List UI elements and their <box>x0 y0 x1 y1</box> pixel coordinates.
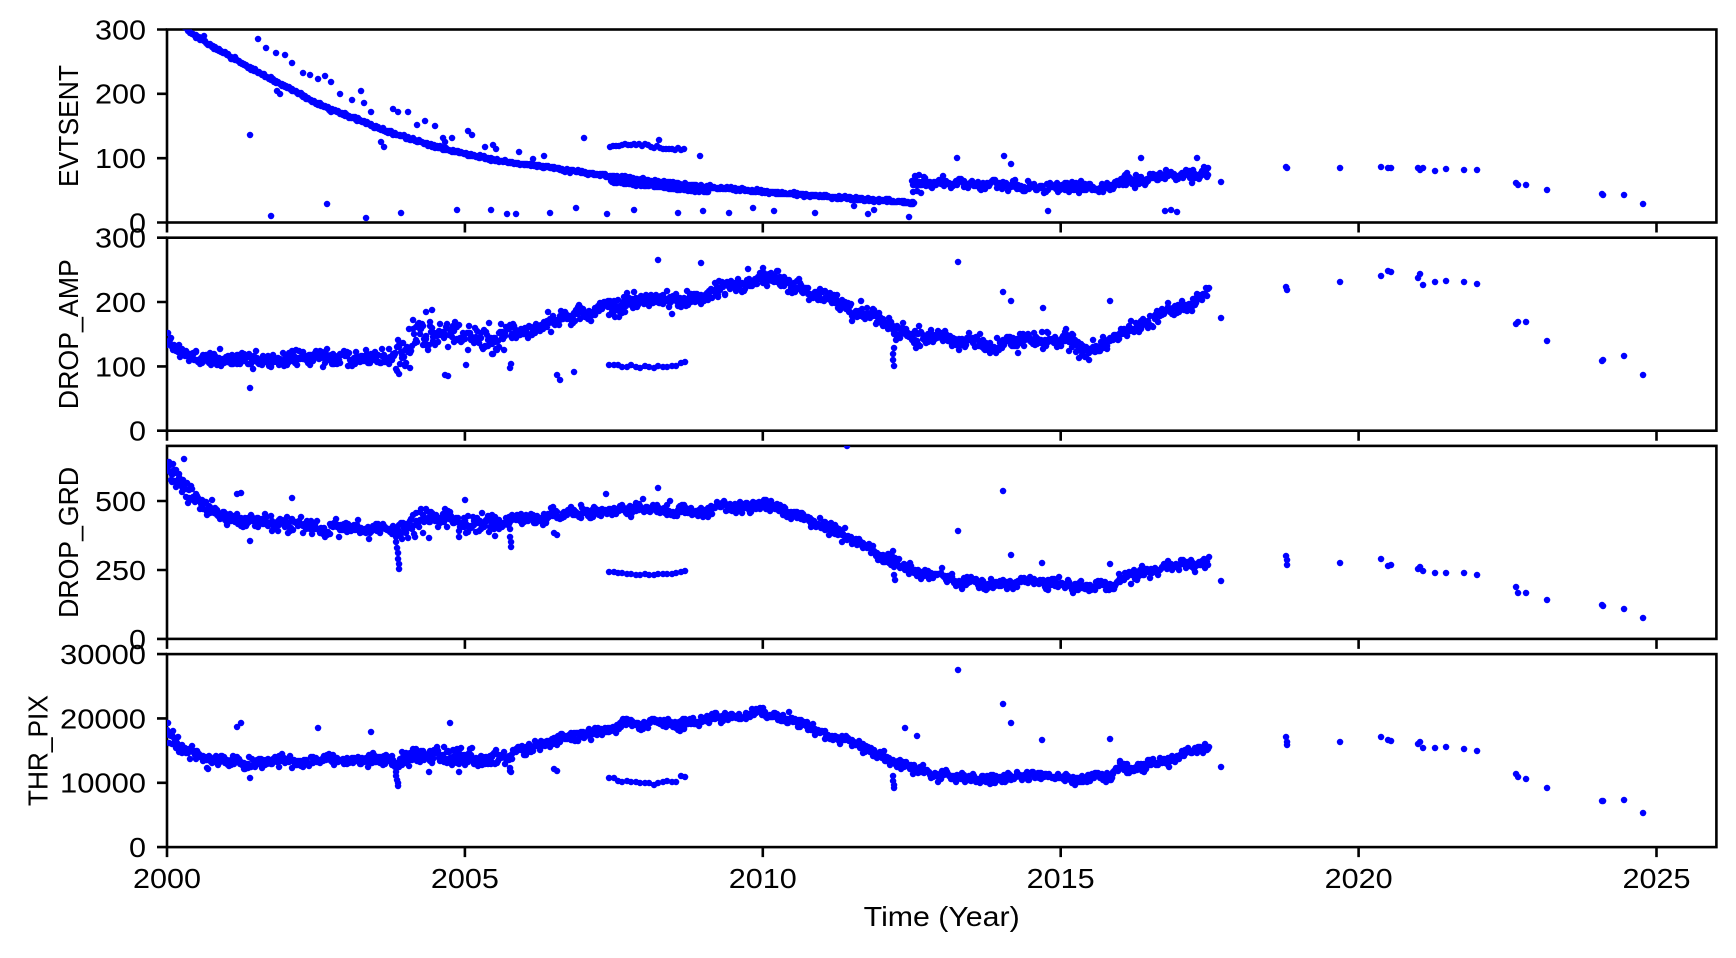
svg-text:30000: 30000 <box>60 638 146 670</box>
svg-text:100: 100 <box>95 142 146 174</box>
svg-text:500: 500 <box>95 485 146 517</box>
svg-text:THR_PIX: THR_PIX <box>22 695 54 806</box>
svg-text:0: 0 <box>129 206 146 238</box>
svg-text:2010: 2010 <box>729 862 797 894</box>
svg-text:2020: 2020 <box>1325 862 1393 894</box>
svg-text:100: 100 <box>95 350 146 382</box>
svg-text:0: 0 <box>129 415 146 447</box>
svg-text:300: 300 <box>95 222 146 254</box>
svg-text:EVTSENT: EVTSENT <box>52 65 84 187</box>
svg-text:2000: 2000 <box>133 862 201 894</box>
svg-text:2015: 2015 <box>1027 862 1095 894</box>
svg-text:DROP_GRD: DROP_GRD <box>52 467 84 618</box>
svg-text:20000: 20000 <box>60 702 146 734</box>
svg-text:200: 200 <box>95 78 146 110</box>
svg-text:300: 300 <box>95 13 146 45</box>
svg-text:0: 0 <box>129 623 146 655</box>
svg-text:10000: 10000 <box>60 767 146 799</box>
svg-text:Time (Year): Time (Year) <box>864 900 1020 932</box>
svg-text:DROP_AMP: DROP_AMP <box>52 259 84 409</box>
svg-text:250: 250 <box>95 554 146 586</box>
svg-text:0: 0 <box>129 831 146 863</box>
svg-text:2025: 2025 <box>1623 862 1691 894</box>
svg-text:200: 200 <box>95 286 146 318</box>
svg-text:2005: 2005 <box>431 862 499 894</box>
